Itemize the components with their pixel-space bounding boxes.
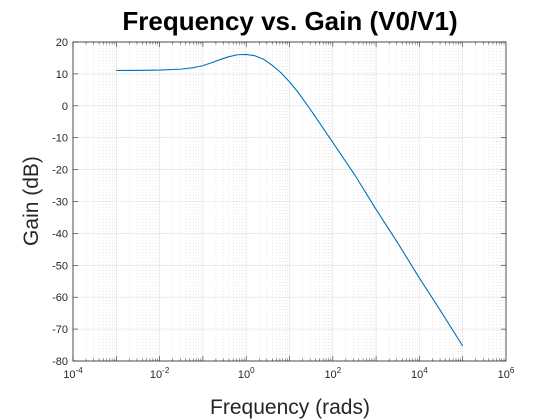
x-tick-base: 10	[498, 369, 510, 381]
x-tick-label: 106	[498, 366, 515, 381]
series-line-gain	[116, 53, 464, 347]
x-tick-exponent: -2	[162, 366, 170, 375]
y-tick-label: 10	[56, 69, 68, 81]
x-axis-label: Frequency (rads)	[210, 396, 370, 419]
y-tick-label: -60	[52, 292, 68, 304]
x-tick-exponent: 4	[423, 366, 428, 375]
y-tick-label: -30	[52, 197, 68, 209]
x-tick-base: 10	[238, 369, 250, 381]
y-tick-label: 0	[62, 101, 68, 113]
series-layer	[116, 53, 464, 347]
y-tick-label: 20	[56, 37, 68, 49]
y-tick-label: -40	[52, 228, 68, 240]
x-tick-exponent: 6	[510, 366, 515, 375]
x-tick-base: 10	[63, 369, 75, 381]
x-tick-label: 10-4	[63, 366, 83, 381]
x-tick-exponent: 2	[337, 366, 342, 375]
y-tick-label: -20	[52, 165, 68, 177]
y-axis-label: Gain (dB)	[20, 156, 43, 246]
x-tick-base: 10	[150, 369, 162, 381]
x-tick-base: 10	[324, 369, 336, 381]
y-tick-label: -70	[52, 324, 68, 336]
y-tick-label: -80	[52, 356, 68, 368]
x-tick-label: 10-2	[150, 366, 170, 381]
y-tick-labels: 20 10 0 -10 -20 -30 -40 -50 -60 -70 -80	[52, 37, 68, 368]
y-tick-label: -50	[52, 260, 68, 272]
x-tick-exponent: -4	[76, 366, 84, 375]
x-tick-labels: 10-4 10-2 100 102 104 106	[63, 366, 515, 381]
y-tick-label: -10	[52, 133, 68, 145]
chart-title: Frequency vs. Gain (V0/V1)	[122, 6, 457, 36]
x-tick-label: 102	[324, 366, 341, 381]
x-tick-label: 100	[238, 366, 255, 381]
x-tick-exponent: 0	[250, 366, 255, 375]
tick-marks	[72, 41, 506, 362]
x-tick-label: 104	[411, 366, 428, 381]
x-tick-base: 10	[411, 369, 423, 381]
